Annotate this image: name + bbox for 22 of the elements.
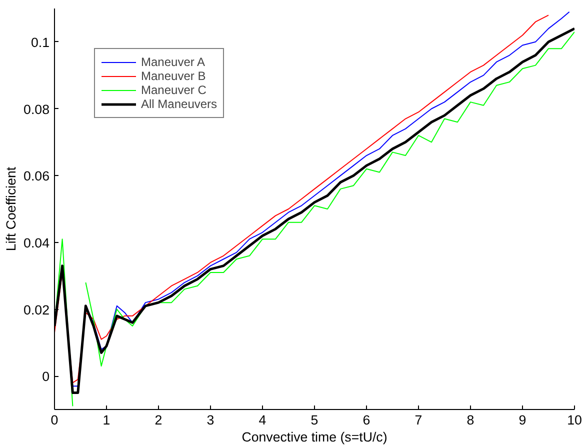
y-tick-label: 0.02 [24, 302, 50, 318]
x-tick-label: 7 [414, 412, 422, 428]
y-tick-label: 0.04 [24, 235, 50, 250]
x-tick-label: 5 [310, 412, 318, 428]
x-tick-label: 9 [518, 412, 526, 428]
y-tick-label: 0.06 [24, 168, 50, 184]
legend-label: Maneuver B [141, 69, 206, 83]
legend-label: Maneuver C [141, 83, 206, 97]
legend-label: Maneuver A [141, 55, 206, 69]
y-tick-label: 0.1 [30, 34, 50, 50]
y-axis-title: Lift Coefficient [4, 166, 19, 252]
x-tick-label: 4 [258, 412, 267, 428]
legend-label: All Maneuvers [141, 97, 218, 111]
x-tick-label: 6 [362, 412, 370, 428]
x-tick-label: 2 [154, 412, 162, 428]
x-tick-label: 10 [567, 412, 582, 428]
x-tick-label: 1 [102, 412, 110, 428]
x-tick-label: 3 [206, 412, 214, 428]
y-tick-label: 0 [42, 369, 50, 384]
x-axis-title: Convective time (s=tU/c) [242, 430, 388, 444]
x-tick-label: 8 [466, 412, 474, 428]
y-tick-label: 0.08 [24, 102, 50, 117]
